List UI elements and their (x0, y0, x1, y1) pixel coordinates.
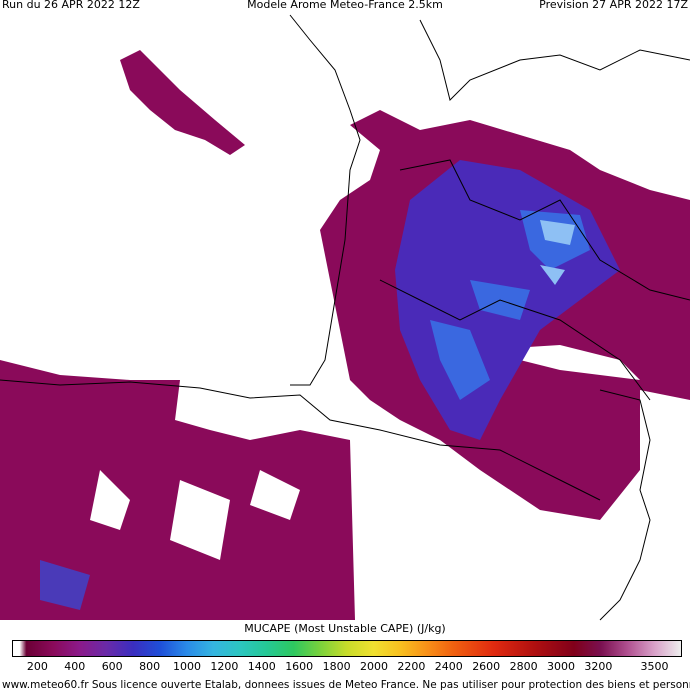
colorbar-tick-label: 1400 (248, 660, 276, 673)
colorbar-tick-label: 800 (139, 660, 160, 673)
colorbar-tick-label: 1000 (173, 660, 201, 673)
colorbar (12, 640, 682, 657)
run-label: Run du 26 APR 2022 12Z (2, 0, 140, 11)
colorbar-tick-label: 2200 (397, 660, 425, 673)
colorbar-tick-label: 3500 (641, 660, 669, 673)
colorbar-tick-label: 3200 (584, 660, 612, 673)
forecast-label: Prevision 27 APR 2022 17Z (539, 0, 688, 11)
colorbar-tick-label: 200 (27, 660, 48, 673)
cape-field (0, 50, 690, 620)
colorbar-title: MUCAPE (Most Unstable CAPE) (J/kg) (244, 622, 445, 635)
colorbar-tick-label: 1600 (285, 660, 313, 673)
colorbar-tick-label: 2600 (472, 660, 500, 673)
colorbar-tick-label: 1200 (210, 660, 238, 673)
colorbar-tick-label: 400 (64, 660, 85, 673)
model-label: Modele Arome Meteo-France 2.5km (247, 0, 443, 11)
colorbar-tick-label: 2000 (360, 660, 388, 673)
colorbar-tick-label: 2400 (435, 660, 463, 673)
colorbar-tick-label: 3000 (547, 660, 575, 673)
colorbar-tick-label: 600 (102, 660, 123, 673)
footer: www.meteo60.fr Sous licence ouverte Etal… (2, 679, 690, 690)
colorbar-tick-label: 2800 (510, 660, 538, 673)
colorbar-tick-label: 1800 (323, 660, 351, 673)
coastlines (0, 14, 690, 621)
